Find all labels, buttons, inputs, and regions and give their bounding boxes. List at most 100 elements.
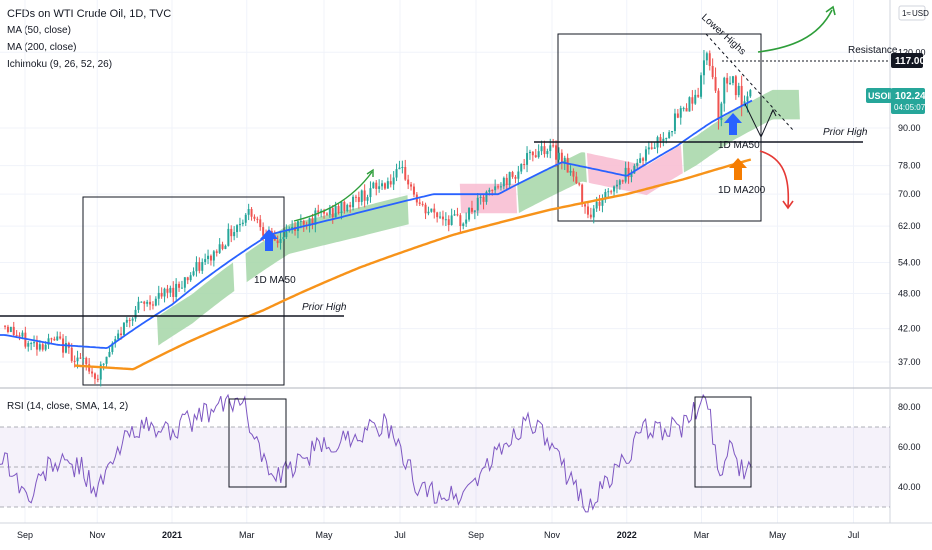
- candle-body: [615, 184, 618, 187]
- bullish-arrow-2021: [293, 171, 373, 222]
- candle-body: [117, 333, 120, 340]
- candle-body: [30, 343, 33, 345]
- candle-body: [627, 167, 630, 178]
- candle-body: [323, 210, 326, 214]
- candle-body: [302, 220, 305, 225]
- candle-body: [314, 210, 317, 225]
- price-tick-label: 78.00: [898, 161, 921, 171]
- prior-high-label-2021: Prior High: [823, 127, 868, 138]
- svg-text:1≈: 1≈: [902, 9, 911, 18]
- candle-body: [6, 326, 9, 332]
- candle-body: [514, 176, 517, 179]
- candle-body: [491, 189, 494, 191]
- candle-body: [398, 167, 401, 170]
- indicator-ma200[interactable]: MA (200, close): [7, 42, 76, 53]
- projection-arrow-path: [744, 103, 774, 139]
- candle-body: [569, 170, 572, 173]
- candle-body: [517, 171, 520, 179]
- rsi-line: [0, 393, 752, 513]
- candle-body: [195, 262, 198, 272]
- candle-body: [386, 181, 389, 189]
- candle-body: [383, 183, 386, 189]
- candle-body: [731, 76, 734, 83]
- candle-body: [108, 351, 111, 357]
- price-range-box: [82, 196, 285, 386]
- candle-body: [749, 90, 752, 97]
- candle-body: [441, 216, 444, 220]
- candle-body: [705, 53, 708, 61]
- time-axis[interactable]: Sep Nov 2021 Mar May Jul Sep Nov 2022 Mar May Jul: [17, 530, 859, 540]
- annotation-drawings: [0, 5, 890, 317]
- candle-body: [465, 219, 468, 224]
- candle-body: [331, 208, 334, 218]
- symbol-price-tag[interactable]: USOIL 102.24 04:05:07: [866, 88, 926, 114]
- candle-body: [122, 322, 125, 336]
- candle-body: [595, 201, 598, 209]
- candle-body: [575, 176, 578, 184]
- candle-body: [128, 319, 131, 321]
- candle-body: [676, 113, 679, 118]
- candle-body: [96, 378, 99, 380]
- resistance-price-tag[interactable]: 117.00: [891, 53, 925, 68]
- candle-body: [227, 228, 230, 246]
- time-tick-label: 2022: [617, 530, 637, 540]
- candle-body: [160, 292, 163, 297]
- candle-body: [720, 103, 723, 121]
- candle-body: [418, 202, 421, 204]
- candle-body: [38, 344, 41, 350]
- time-tick-label: Jul: [394, 530, 406, 540]
- candle-body: [230, 228, 233, 237]
- candle-body: [723, 77, 726, 104]
- candle-body: [334, 206, 337, 218]
- candle-body: [146, 301, 149, 304]
- candle-body: [697, 94, 700, 97]
- ma50-line: [0, 99, 753, 350]
- candle-body: [99, 364, 102, 380]
- candle-body: [389, 181, 392, 185]
- ichimoku-cloud-segment: [245, 195, 409, 283]
- candle-body: [311, 218, 314, 225]
- candle-body: [726, 77, 729, 84]
- rsi-tick-label: 60.00: [898, 442, 921, 452]
- candle-body: [395, 169, 398, 178]
- candle-body: [372, 182, 375, 189]
- candle-body: [540, 146, 543, 152]
- price-tick-label: 48.00: [898, 288, 921, 298]
- rsi-tick-label: 80.00: [898, 402, 921, 412]
- ichimoku-cloud-segment: [517, 152, 587, 213]
- price-tick-label: 120.00: [898, 47, 926, 57]
- candle-body: [543, 146, 546, 155]
- candle-body: [178, 283, 181, 288]
- candle-body: [659, 137, 662, 142]
- price-axis[interactable]: 37.00 42.00 48.00 54.00 62.00 70.00 78.00 90.00…: [898, 47, 926, 367]
- candle-body: [734, 76, 737, 96]
- candle-body: [592, 208, 595, 218]
- candle-body: [50, 338, 53, 340]
- candle-body: [427, 211, 430, 214]
- indicator-ichimoku[interactable]: Ichimoku (9, 26, 52, 26): [7, 59, 112, 70]
- candle-body: [183, 277, 186, 288]
- currency-tag[interactable]: 1≈ USD: [898, 5, 929, 21]
- candle-body: [482, 196, 485, 202]
- ma50-label-2021: 1D MA50: [254, 275, 296, 286]
- candle-body: [604, 191, 607, 200]
- svg-text:117.00: 117.00: [895, 56, 925, 67]
- candle-body: [250, 209, 253, 217]
- candle-body: [447, 219, 450, 225]
- time-tick-label: May: [769, 530, 787, 540]
- candle-body: [233, 232, 236, 237]
- price-tick-label: 42.00: [898, 324, 921, 334]
- price-tick-label: 62.00: [898, 221, 921, 231]
- projection-arrowhead: [770, 108, 777, 117]
- indicator-ma50[interactable]: MA (50, close): [7, 25, 71, 36]
- candle-body: [209, 255, 212, 261]
- price-tick-label: 90.00: [898, 123, 921, 133]
- rsi-title[interactable]: RSI (14, close, SMA, 14, 2): [7, 401, 128, 412]
- candle-body: [555, 145, 558, 160]
- rsi-pane: 40.00 60.00 80.00: [0, 393, 921, 513]
- candle-body: [169, 287, 172, 293]
- resistance-label: Resistance: [848, 45, 898, 56]
- candle-body: [714, 77, 717, 91]
- candle-body: [88, 364, 91, 372]
